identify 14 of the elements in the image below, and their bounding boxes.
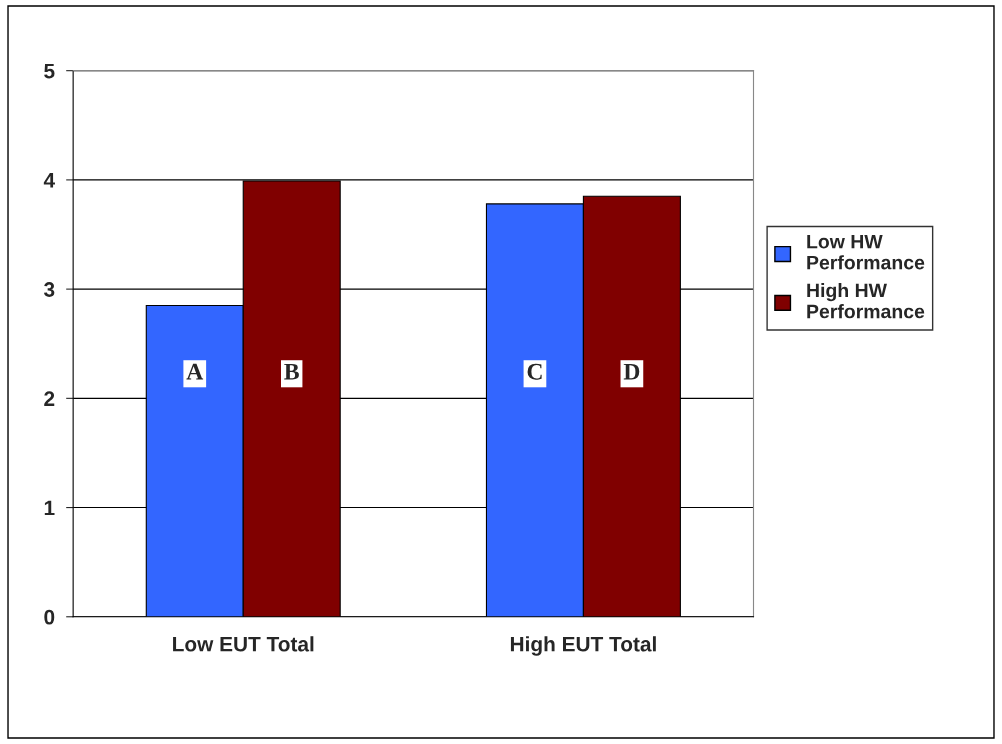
y-tick-label: 2 [44,391,55,406]
x-tick-label: Low EUT Total [173,636,314,652]
y-tick-label: 1 [44,500,55,516]
annotation: A [186,363,204,380]
y-tick-label: 3 [43,282,55,297]
y-tick-label: 5 [44,63,55,79]
legend-label: Low HW Performance [807,234,925,270]
annotation: B [284,363,299,380]
y-tick-label: 4 [43,173,55,188]
x-tick-label: High EUT Total [510,636,656,656]
legend-label: High HW Performance [807,283,925,319]
annotation: C [527,363,542,380]
annotation: D [623,363,640,380]
y-tick-label: 0 [44,609,55,625]
